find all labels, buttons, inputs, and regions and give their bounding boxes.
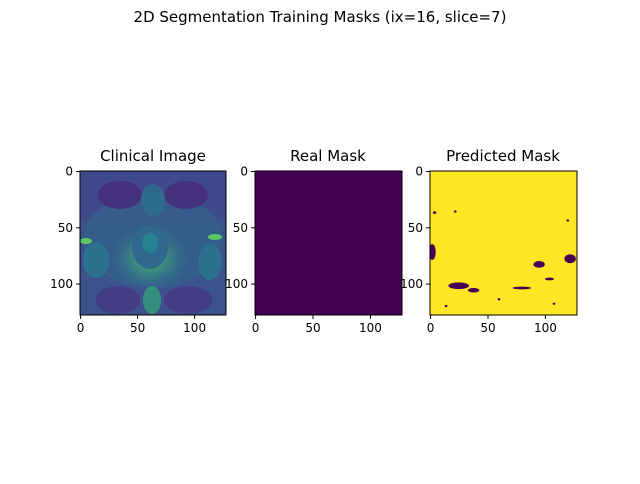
x-tick-label: 0 <box>77 321 85 335</box>
predicted-dark-region <box>453 210 457 213</box>
predicted-dark-region <box>467 288 480 293</box>
clinical-image-left-bone <box>83 242 109 278</box>
clinical-image-upper-left-dark <box>98 181 142 209</box>
x-tick-label: 50 <box>130 321 145 335</box>
clinical-image-right-edge <box>208 234 222 240</box>
real-mask-image <box>255 171 402 315</box>
panel-real-mask: Real Mask 0 50 100 0 50 100 <box>225 147 403 335</box>
predicted-dark-region <box>533 261 545 268</box>
axes-frame <box>79 170 227 316</box>
predicted-mask-dark-regions <box>430 210 576 308</box>
panel-predicted-mask: Predicted Mask 0 50 100 0 50 100 <box>400 147 578 335</box>
predicted-dark-region <box>552 302 556 305</box>
predicted-dark-region <box>448 282 470 290</box>
predicted-dark-region <box>497 298 501 301</box>
y-tick-label: 100 <box>50 277 73 291</box>
axis-ticks: 0 50 100 0 50 100 <box>400 165 557 335</box>
panel-clinical-image: Clinical Image 0 50 100 0 50 100 <box>50 147 227 335</box>
y-tick-label: 50 <box>233 221 248 235</box>
x-tick-label: 100 <box>359 321 382 335</box>
predicted-mask-image <box>430 171 577 315</box>
x-tick-label: 0 <box>252 321 260 335</box>
x-tick-label: 100 <box>534 321 557 335</box>
y-tick-label: 100 <box>400 277 423 291</box>
predicted-dark-region <box>566 219 570 222</box>
panel-title: Clinical Image <box>100 147 206 165</box>
predicted-dark-region <box>444 304 448 308</box>
x-tick-label: 50 <box>305 321 320 335</box>
predicted-mask-background <box>430 171 577 315</box>
clinical-image-left-edge <box>80 238 92 244</box>
axis-ticks: 0 50 100 0 50 100 <box>50 165 206 335</box>
axes-frame <box>429 170 578 316</box>
figure-suptitle: 2D Segmentation Training Masks (ix=16, s… <box>134 8 507 26</box>
panel-title: Predicted Mask <box>446 147 560 165</box>
predicted-dark-region <box>430 244 436 260</box>
y-tick-label: 50 <box>408 221 423 235</box>
axes-frame <box>254 170 403 316</box>
clinical-image-prostate-core <box>142 233 158 253</box>
y-tick-label: 0 <box>240 165 248 179</box>
clinical-image-lower-left <box>96 286 140 314</box>
predicted-dark-region <box>544 277 555 281</box>
clinical-image-upper-right-dark <box>164 181 208 209</box>
y-tick-label: 100 <box>225 277 248 291</box>
predicted-dark-region <box>512 286 532 290</box>
clinical-image-right-bone <box>198 244 222 280</box>
predicted-dark-region <box>432 211 437 214</box>
clinical-image-lower-center <box>143 286 161 314</box>
clinical-image-lower-right <box>164 286 212 314</box>
y-tick-label: 0 <box>65 165 73 179</box>
x-tick-label: 50 <box>480 321 495 335</box>
y-tick-label: 0 <box>415 165 423 179</box>
clinical-image-upper-center <box>141 184 165 216</box>
x-tick-label: 100 <box>183 321 206 335</box>
predicted-dark-region <box>564 254 576 264</box>
panel-title: Real Mask <box>290 147 366 165</box>
axis-ticks: 0 50 100 0 50 100 <box>225 165 382 335</box>
x-tick-label: 0 <box>427 321 435 335</box>
y-tick-label: 50 <box>58 221 73 235</box>
clinical-image <box>80 171 226 315</box>
